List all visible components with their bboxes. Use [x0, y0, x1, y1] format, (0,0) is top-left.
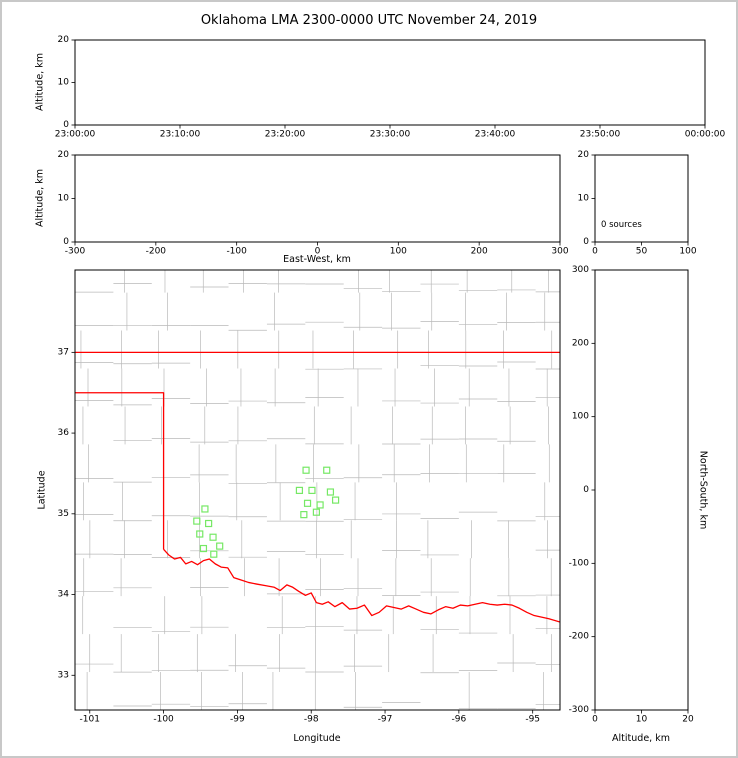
lma-station-marker: [331, 496, 340, 504]
lma-stations: [193, 466, 340, 558]
tick-label: -100: [569, 558, 590, 568]
tick-label: 0: [63, 120, 69, 130]
tick-label: 0: [592, 715, 598, 725]
tick-label: 200: [572, 338, 589, 348]
panel-background: [595, 270, 688, 710]
lma-station-marker: [210, 550, 218, 558]
tick-label: 23:10:00: [160, 130, 201, 140]
lma-station-marker: [300, 511, 308, 519]
tick-label: 36: [58, 428, 70, 438]
ns-panel-xlabel: Altitude, km: [612, 733, 670, 744]
tick-label: 23:20:00: [265, 130, 306, 140]
red-river-border: [163, 548, 560, 623]
lma-station-marker: [201, 505, 209, 513]
tick-label: -101: [80, 715, 100, 725]
tick-label: -200: [146, 247, 167, 257]
lma-station-marker: [193, 517, 201, 525]
tick-label: -95: [525, 715, 540, 725]
tick-label: 10: [636, 715, 648, 725]
lma-station-marker: [308, 486, 316, 495]
tick-label: -300: [65, 247, 86, 257]
tick-label: 300: [572, 265, 589, 275]
tick-label: 100: [572, 412, 589, 422]
lma-station-marker: [205, 519, 213, 528]
panel-background: [75, 155, 560, 242]
panel-background: [75, 40, 705, 125]
tick-label: 00:00:00: [685, 130, 726, 140]
tick-label: 23:40:00: [475, 130, 516, 140]
source-count-annotation: 0 sources: [601, 220, 642, 230]
tick-label: 100: [390, 247, 407, 257]
ew-panel-ylabel: Altitude, km: [34, 169, 46, 227]
figure-title: Oklahoma LMA 2300-0000 UTC November 24, …: [200, 13, 538, 28]
lma-station-marker: [209, 533, 217, 541]
lma-station-marker: [303, 499, 312, 507]
tick-label: 20: [58, 150, 70, 160]
tick-label: -100: [153, 715, 174, 725]
tick-label: 10: [58, 194, 70, 204]
tick-label: -96: [452, 715, 467, 725]
panel-background: [595, 155, 688, 242]
tick-label: -99: [230, 715, 245, 725]
tick-label: 20: [58, 35, 70, 45]
tick-label: 0: [583, 485, 589, 495]
lma-station-marker: [316, 501, 324, 509]
tick-label: 23:50:00: [580, 130, 621, 140]
tick-label: 0: [315, 247, 321, 257]
tick-label: 10: [578, 194, 590, 204]
tick-label: 0: [63, 237, 69, 247]
tick-label: -100: [226, 247, 247, 257]
tick-label: 35: [58, 509, 69, 519]
lma-station-marker: [302, 466, 310, 474]
tick-label: -98: [304, 715, 319, 725]
lma-station-marker: [326, 488, 335, 496]
tick-label: 100: [679, 247, 696, 257]
tick-label: -200: [569, 632, 590, 642]
tick-label: 20: [578, 150, 590, 160]
tick-label: 10: [58, 78, 70, 88]
tick-label: 0: [592, 247, 598, 257]
lma-station-marker: [295, 486, 304, 495]
tick-label: 37: [58, 347, 69, 357]
texas-panhandle-border: [75, 392, 165, 550]
tick-label: 20: [682, 715, 694, 725]
ns-panel-ylabel-right: North-South, km: [697, 450, 709, 530]
tick-label: 33: [58, 670, 69, 680]
tick-label: 23:30:00: [370, 130, 411, 140]
tick-label: 34: [58, 590, 70, 600]
county-boundaries: [75, 270, 560, 710]
map-xlabel: Longitude: [293, 733, 341, 744]
tick-label: 200: [471, 247, 488, 257]
tick-label: -97: [378, 715, 393, 725]
tick-label: 300: [551, 247, 568, 257]
panel-background: [75, 270, 560, 710]
state-boundaries: [75, 351, 560, 623]
panel-frame: [74, 269, 561, 711]
tick-label: 0: [583, 237, 589, 247]
lma-station-marker: [312, 508, 320, 516]
lma-station-marker: [216, 542, 224, 550]
ew-panel-xlabel: East-West, km: [283, 254, 351, 265]
map-layers: [75, 270, 560, 710]
tick-label: 23:00:00: [55, 130, 96, 140]
lma-station-marker: [323, 466, 331, 474]
lma-station-marker: [196, 530, 204, 538]
time-panel-ylabel: Altitude, km: [34, 53, 46, 111]
lma-station-marker: [199, 544, 208, 553]
tick-label: 50: [636, 247, 648, 257]
map-ylabel: Latitude: [36, 470, 48, 510]
tick-label: -300: [569, 705, 590, 715]
